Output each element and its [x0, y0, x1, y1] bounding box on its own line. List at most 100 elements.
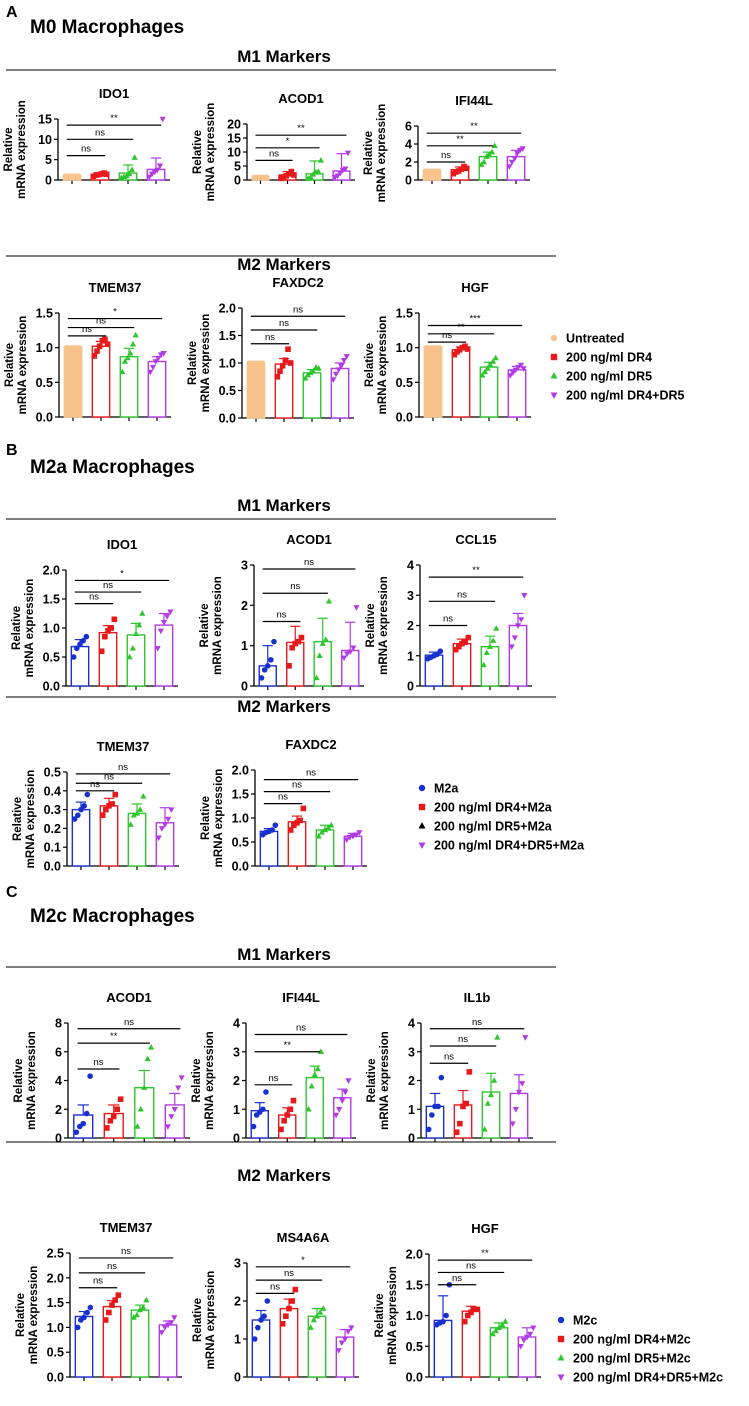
data-point [494, 1034, 501, 1040]
data-point [488, 148, 496, 155]
data-point [271, 638, 277, 645]
data-point [102, 336, 108, 343]
y-tick-label: 0.4 [44, 784, 61, 798]
significance-label: ns [442, 330, 452, 341]
data-point [512, 1107, 519, 1113]
data-point [274, 373, 281, 380]
y-axis-label-line2: mRNA expression [26, 1031, 38, 1130]
y-tick-label: 0.1 [44, 841, 61, 855]
data-point [335, 1348, 342, 1354]
y-axis-label-line2: mRNA expression [377, 316, 389, 415]
y-tick-label: 0.5 [232, 836, 249, 850]
data-point [268, 656, 274, 663]
data-point [158, 1330, 165, 1336]
significance-label: ** [472, 565, 480, 576]
data-point [336, 1107, 343, 1113]
data-point [289, 1298, 295, 1304]
chart-b-m1-ido1: IDO1 Relative mRNA expression 0.0 0.5 1.0 1.5 2… [11, 537, 178, 694]
group-title-b-m1: M1 Markers [237, 496, 331, 515]
data-point [436, 168, 442, 174]
data-point [315, 832, 322, 839]
data-point [288, 168, 295, 175]
y-axis-label-line1: Relative [191, 1058, 203, 1102]
data-point [349, 834, 357, 840]
data-point [136, 1306, 144, 1313]
data-point [284, 1112, 291, 1118]
significance-label: ns [306, 768, 316, 779]
data-point [285, 346, 291, 353]
data-point [137, 806, 144, 812]
panel-letter-a: A [6, 4, 18, 21]
significance-label: ns [290, 581, 300, 592]
chart-title: ACOD1 [278, 91, 324, 106]
y-tick-label: 4 [407, 559, 414, 573]
data-point [102, 1317, 109, 1323]
data-point [282, 357, 289, 364]
data-point [260, 1106, 266, 1113]
data-point [98, 648, 105, 654]
bar [451, 349, 471, 418]
chart-b-m1-ccl15: CCL15 Relative mRNA expression 0 1 2 3 4 ns ns ** [365, 532, 532, 694]
chart-a-m1-ifi44l: IFI44L Relative mRNA expression 0 2 4 6 ns ** ** [363, 93, 530, 202]
bar [251, 1319, 271, 1378]
legend-label: 200 ng/ml DR4+M2c [573, 1333, 691, 1347]
data-point [119, 368, 126, 375]
significance-label: ns [265, 332, 275, 343]
bar [335, 1336, 355, 1378]
y-tick-label: 2 [233, 1074, 240, 1088]
bar [278, 1114, 297, 1139]
data-point [328, 821, 335, 828]
data-point [107, 1117, 114, 1124]
chart-title: TMEM37 [89, 280, 142, 295]
data-point [131, 154, 138, 160]
y-tick-label: 1 [407, 649, 414, 663]
significance-label: ns [96, 316, 106, 327]
data-point [91, 353, 98, 359]
data-point [483, 649, 490, 655]
data-point [484, 365, 491, 371]
y-tick-label: 3 [234, 1257, 241, 1271]
data-point [530, 1325, 537, 1332]
y-tick-label: 15 [227, 132, 241, 146]
data-point [343, 837, 350, 843]
legend-marker [418, 803, 426, 811]
data-point [87, 1304, 94, 1311]
data-point [517, 1344, 524, 1350]
significance-label: ns [121, 1246, 131, 1257]
data-point [76, 173, 82, 179]
data-point [109, 1302, 115, 1308]
group-title-b-m2: M2 Markers [237, 697, 331, 716]
significance-label: ** [481, 1248, 489, 1259]
data-point [161, 1325, 168, 1331]
y-tick-label: 3 [408, 1045, 415, 1059]
data-point [294, 820, 300, 826]
data-point [80, 1120, 87, 1127]
significance-label: ns [466, 1260, 476, 1271]
y-tick-label: 0.0 [232, 860, 249, 874]
data-point [112, 1297, 118, 1303]
data-point [305, 1105, 312, 1112]
data-point [291, 822, 297, 828]
data-point [321, 826, 329, 833]
data-point [514, 623, 522, 629]
y-tick-label: 6 [405, 120, 412, 134]
significance-label: ns [269, 148, 279, 159]
data-point [157, 628, 164, 635]
data-point [481, 1126, 488, 1132]
y-axis-label-line1: Relative [199, 603, 211, 647]
panel-title-a: M0 Macrophages [30, 17, 184, 38]
y-axis-label-line1: Relative [12, 797, 24, 841]
y-tick-label: 2 [234, 1295, 241, 1309]
significance-label: ns [472, 1017, 482, 1028]
y-axis-label-line2: mRNA expression [200, 314, 212, 413]
data-point [140, 793, 147, 799]
data-point [314, 1065, 321, 1072]
y-tick-label: 0 [407, 680, 414, 694]
legend-marker [557, 1335, 565, 1343]
data-point [264, 663, 271, 669]
data-point [106, 1309, 112, 1316]
y-tick-label: 4 [55, 1074, 62, 1088]
chart-c-m2-tmem37: TMEM37 Relative mRNA expression 0.0 0.5 1.0 1.… [15, 1220, 182, 1385]
bar [509, 1092, 529, 1139]
